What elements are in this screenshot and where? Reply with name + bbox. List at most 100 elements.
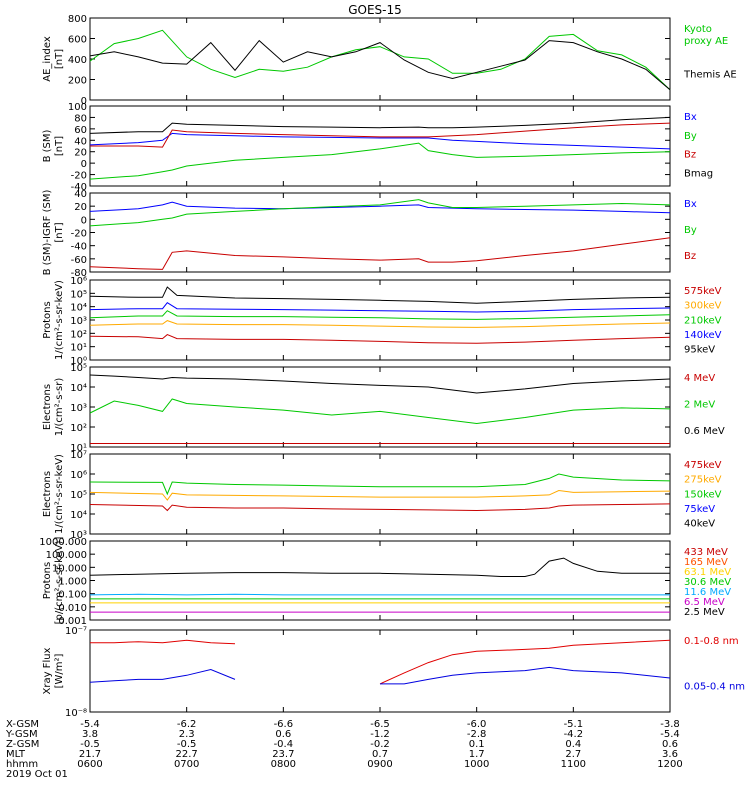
y-axis-label: 1/(cm²-s-sr-keV) — [54, 280, 65, 360]
series-line — [89, 320, 671, 328]
y-tick-label: 10³ — [70, 316, 87, 327]
legend-entry: 6.5 MeV — [684, 597, 725, 608]
legend-entry: 300keV — [684, 301, 722, 312]
y-tick-label: 400 — [68, 55, 87, 66]
legend-entry: Kyoto — [684, 24, 712, 35]
y-tick-label: 600 — [68, 35, 87, 46]
series-line — [89, 503, 671, 512]
series-line — [89, 374, 671, 394]
y-tick-label: 10.000 — [52, 563, 87, 574]
y-tick-label: 0.100 — [58, 590, 87, 601]
legend-entry: Bz — [684, 150, 696, 161]
ephemeris-value: 0600 — [77, 759, 102, 770]
y-axis-label: AE_index — [42, 36, 53, 82]
ephemeris-value: -0.5 — [177, 739, 197, 750]
y-axis-label: Protons — [42, 562, 53, 599]
series-line — [89, 199, 671, 227]
chart-panel-3: -80 -60 -40 -20 0 20 40 B (SM)-IGRF (SM) [nT] Bx B… — [42, 189, 697, 279]
legend-entry: 2.5 MeV — [684, 607, 725, 618]
y-tick-label: 10⁷ — [70, 450, 87, 461]
y-tick-label: 100 — [68, 102, 87, 113]
series-line — [90, 122, 671, 148]
panel-frame — [89, 540, 671, 621]
series-line — [89, 593, 670, 596]
ephemeris-row-label: X-GSM — [6, 719, 39, 730]
y-axis-label: Xray Flux — [42, 647, 53, 694]
y-tick-label: 10⁵ — [70, 363, 87, 374]
legend-entry: By — [684, 131, 697, 142]
y-tick-label: 10⁰ — [70, 356, 87, 367]
ephemeris-value: -5.4 — [660, 729, 680, 740]
y-tick-label: 10² — [70, 423, 87, 434]
y-axis-label: 1/(cm²-s-sr) — [54, 378, 65, 437]
y-tick-label: 40 — [74, 189, 87, 200]
y-tick-label: -40 — [71, 242, 87, 253]
y-axis-label: Protons — [42, 301, 53, 338]
series-line — [89, 398, 671, 425]
ephemeris-value: -6.5 — [370, 719, 390, 730]
legend-entry: 2 MeV — [684, 399, 715, 410]
y-axis-label: 1/(cm²-s-sr-keV) — [54, 454, 65, 534]
legend-entry: Bmag — [684, 169, 713, 180]
ephemeris-value: 21.7 — [79, 749, 101, 760]
y-tick-label: 60 — [74, 125, 87, 136]
series-line — [89, 557, 670, 577]
legend-entry: 95keV — [684, 345, 715, 356]
y-tick-label: 20 — [74, 148, 87, 159]
ephemeris-value: 2.3 — [179, 729, 195, 740]
y-tick-label: 10¹ — [70, 443, 87, 454]
ephemeris-value: 23.7 — [272, 749, 294, 760]
y-tick-label: 0 — [81, 215, 87, 226]
y-axis-label: [nT] — [54, 222, 65, 242]
y-tick-label: 0.001 — [58, 616, 87, 627]
y-tick-label: 10⁴ — [70, 303, 87, 314]
ephemeris-value: 0800 — [271, 759, 296, 770]
series-line — [89, 201, 671, 214]
y-axis-label: B (SM) — [42, 129, 53, 162]
ephemeris-row-label: Z-GSM — [6, 739, 39, 750]
series-line — [89, 237, 671, 270]
ephemeris-value: 0.6 — [275, 729, 291, 740]
legend-entry: 0.05-0.4 nm — [684, 681, 745, 692]
y-axis-label: Electrons — [42, 471, 53, 517]
ephemeris-value: -4.2 — [564, 729, 584, 740]
ephemeris-value: -5.4 — [80, 719, 100, 730]
ephemeris-value: -0.2 — [370, 739, 390, 750]
series-line — [89, 132, 671, 150]
legend-entry: Bz — [684, 251, 696, 262]
panel-frame — [89, 279, 671, 361]
y-tick-label: 10⁻⁷ — [65, 626, 87, 637]
panel-frame — [89, 366, 671, 448]
ephemeris-value: -2.8 — [467, 729, 487, 740]
legend-entry: 63.1 MeV — [684, 567, 731, 578]
legend-entry: 140keV — [684, 330, 722, 341]
y-axis-label: Electrons — [42, 384, 53, 430]
series-line — [89, 489, 671, 501]
series-line — [89, 142, 671, 180]
y-tick-label: 10³ — [70, 403, 87, 414]
ephemeris-value: -3.8 — [660, 719, 680, 730]
ephemeris-table: X-GSM -5.4 -6.2 -6.6 -6.5 -6.0 -5.1 -3.8 Y-GSM 3.… — [5, 719, 683, 780]
legend-entry: Bx — [684, 199, 697, 210]
ephemeris-value: 0700 — [174, 759, 199, 770]
chart-panel-7: 0.001 0.010 0.100 1.000 10.000 100.000 1000.00… — [39, 537, 731, 627]
y-tick-label: 80 — [74, 113, 87, 124]
series-line — [89, 302, 671, 313]
y-tick-label: 100.000 — [46, 550, 87, 561]
ephemeris-value: -1.2 — [370, 729, 390, 740]
ephemeris-value: 0.6 — [662, 739, 678, 750]
ephemeris-date: 2019 Oct 01 — [6, 769, 68, 780]
ephemeris-value: 22.7 — [176, 749, 198, 760]
chart-panel-4: 10⁰ 10¹ 10² 10³ 10⁴ 10⁵ 10⁶ Protons 1/(cm²-s-sr-… — [42, 276, 722, 367]
legend-entry: 4 MeV — [684, 373, 715, 384]
ephemeris-row-label: Y-GSM — [5, 729, 38, 740]
y-tick-label: 200 — [68, 76, 87, 87]
y-tick-label: -60 — [71, 255, 87, 266]
legend-entry: Themis AE — [683, 69, 737, 80]
panel-frame — [89, 17, 671, 101]
series-line — [90, 639, 671, 685]
legend-entry: 150keV — [684, 489, 722, 500]
series-line — [89, 286, 671, 304]
